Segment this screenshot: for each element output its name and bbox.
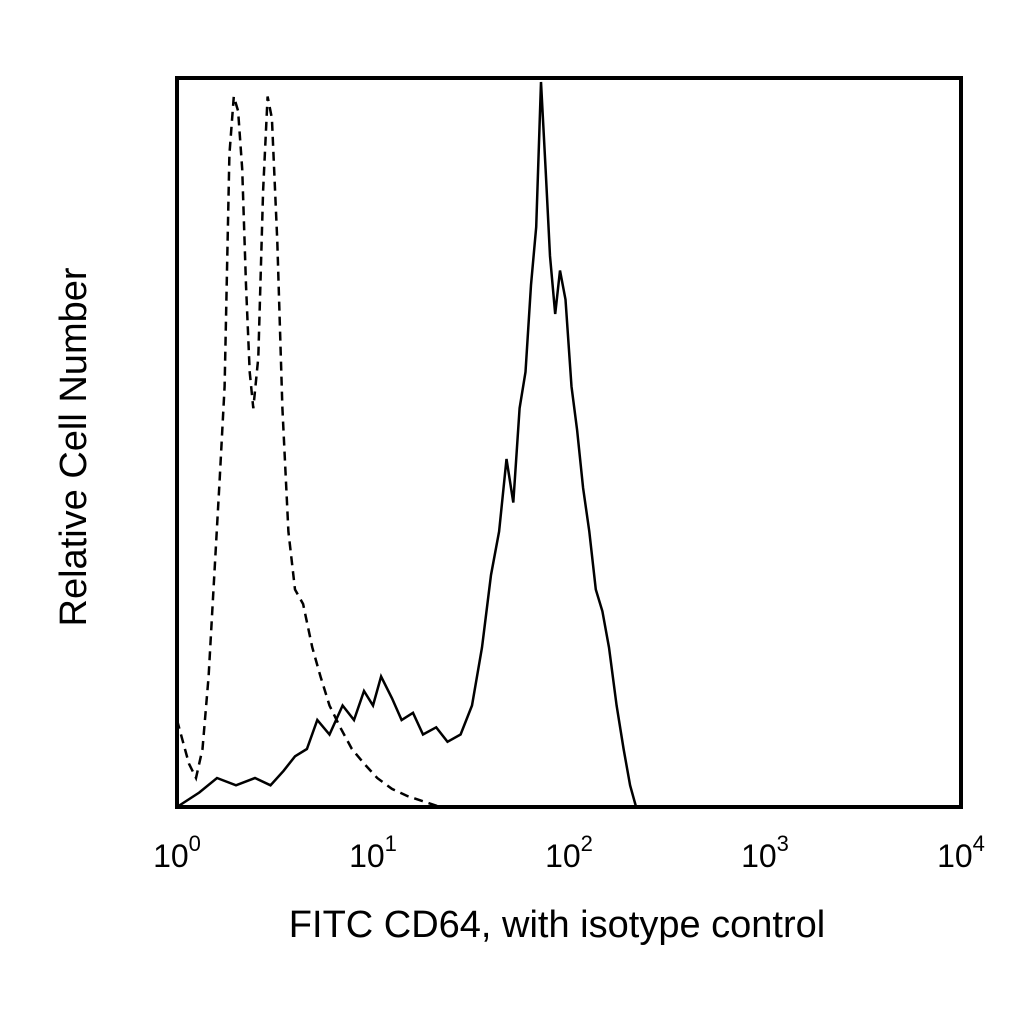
x-tick-label-4: 104 bbox=[937, 831, 985, 874]
isotype-control-histogram bbox=[175, 96, 441, 809]
x-tick-label-1: 101 bbox=[349, 831, 397, 874]
x-tick-label-2: 102 bbox=[545, 831, 593, 874]
x-tick-label-3: 103 bbox=[741, 831, 789, 874]
y-axis-label: Relative Cell Number bbox=[53, 267, 95, 626]
cd64-histogram bbox=[176, 81, 638, 809]
x-axis-label: FITC CD64, with isotype control bbox=[289, 904, 825, 946]
x-tick-label-0: 100 bbox=[153, 831, 201, 874]
plot-frame bbox=[175, 76, 963, 809]
plot-lines bbox=[175, 81, 638, 809]
x-tick-labels: 100 101 102 103 104 bbox=[153, 831, 985, 874]
